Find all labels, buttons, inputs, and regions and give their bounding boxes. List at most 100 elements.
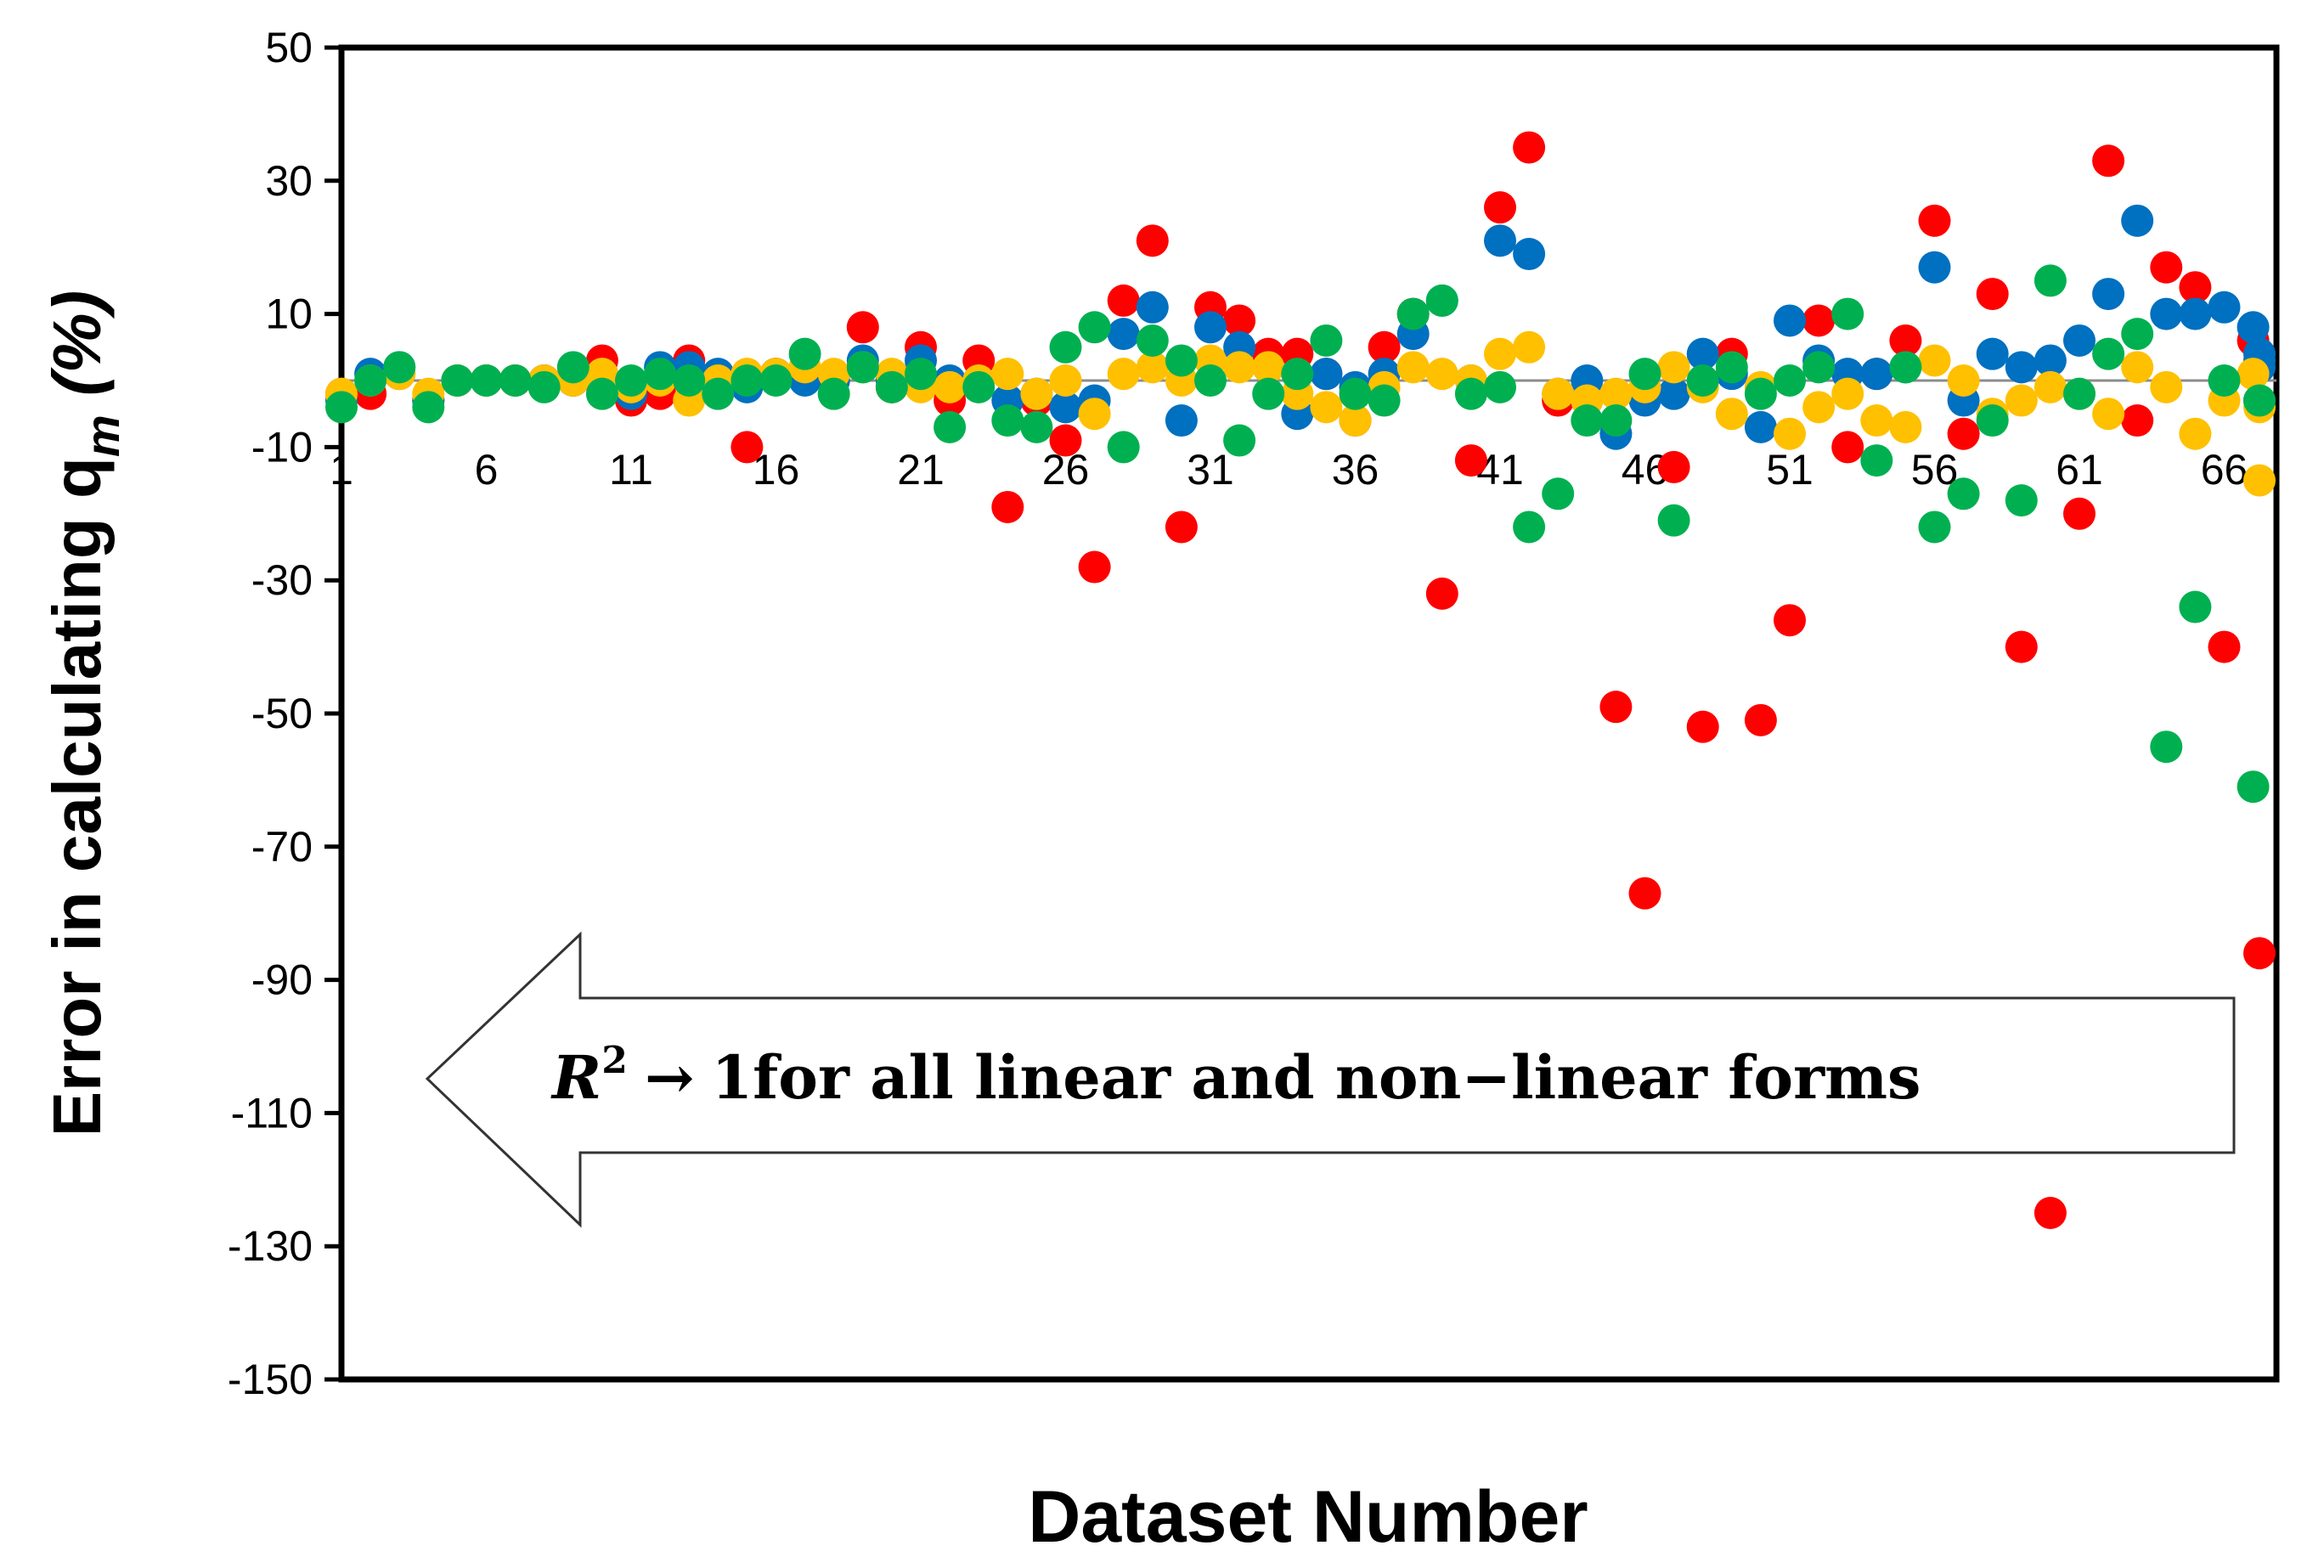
data-point-series-4: [1571, 404, 1604, 437]
data-point-series-4: [1020, 410, 1053, 443]
data-point-series-2: [1686, 337, 1719, 370]
data-point-series-2: [1976, 337, 2009, 370]
data-point-series-1: [1918, 204, 1951, 237]
plot-frame: [338, 44, 2280, 1383]
y-tick-label: -150: [228, 1356, 313, 1403]
x-tick-label: 1: [330, 446, 353, 494]
data-point-series-1: [1368, 330, 1401, 364]
data-point-series-4: [905, 358, 937, 391]
data-point-series-1: [1686, 710, 1719, 743]
data-point-series-3: [1339, 404, 1372, 437]
data-point-series-4: [1947, 477, 1980, 510]
data-point-series-3: [1078, 398, 1111, 431]
y-tick-label: 50: [265, 24, 313, 71]
data-point-series-3: [2005, 384, 2038, 417]
data-point-series-4: [1918, 510, 1951, 544]
data-point-series-4: [759, 364, 793, 397]
data-point-series-2: [1918, 251, 1951, 284]
y-tick-label: -50: [251, 690, 313, 737]
data-point-series-3: [1223, 351, 1256, 384]
data-point-series-3: [1020, 377, 1053, 410]
data-point-series-4: [1860, 444, 1893, 477]
data-point-series-4: [1513, 510, 1546, 544]
left-arrow-icon: [425, 931, 2236, 1228]
x-axis-label: Dataset Number: [1028, 1476, 1588, 1558]
x-tick-label: 11: [609, 446, 653, 494]
data-point-series-4: [962, 370, 996, 403]
data-point-series-4: [412, 391, 445, 424]
data-point-series-2: [1774, 304, 1806, 337]
data-point-series-4: [1281, 358, 1314, 391]
data-point-series-4: [1628, 358, 1661, 391]
data-point-series-4: [846, 351, 879, 384]
data-points: [325, 131, 2276, 1229]
data-point-series-4: [788, 337, 821, 370]
data-point-series-4: [1310, 324, 1343, 357]
data-point-series-1: [1976, 278, 2009, 311]
data-point-series-1: [2034, 1197, 2067, 1229]
data-point-series-2: [1310, 358, 1343, 391]
data-point-series-1: [2005, 630, 2038, 663]
data-point-series-4: [1542, 477, 1575, 510]
data-point-series-1: [1136, 224, 1169, 257]
x-tick-label: 6: [475, 446, 499, 494]
data-point-series-1: [1223, 304, 1256, 337]
data-point-series-1: [1628, 877, 1661, 910]
x-tick-label: 66: [2201, 446, 2248, 494]
data-point-series-2: [2237, 311, 2270, 344]
data-point-series-3: [1918, 344, 1951, 377]
x-tick-label: 21: [897, 446, 945, 494]
data-point-series-3: [2092, 398, 2125, 431]
data-point-series-3: [1802, 391, 1836, 424]
data-point-series-3: [1252, 351, 1285, 384]
data-point-series-4: [325, 391, 358, 424]
data-point-series-4: [1744, 377, 1777, 410]
data-point-series-4: [817, 377, 850, 410]
data-point-series-4: [2150, 730, 2183, 764]
data-point-series-1: [1484, 191, 1516, 224]
annotation-arrow-glyph: →: [645, 1042, 695, 1113]
y-axis-ticks: 50 30 10 -10 -30 -50 -70 -90 -110 -130 -150: [228, 24, 341, 1403]
data-point-series-3: [1947, 364, 1980, 397]
data-point-series-4: [1802, 351, 1836, 384]
data-point-series-4: [730, 364, 764, 397]
data-point-series-4: [1165, 344, 1198, 377]
data-point-series-4: [2243, 384, 2276, 417]
data-point-series-2: [2034, 344, 2067, 377]
data-point-series-1: [2208, 630, 2241, 663]
data-point-series-4: [2063, 377, 2096, 410]
y-tick-label: -90: [251, 956, 313, 1004]
data-point-series-1: [2092, 144, 2125, 178]
data-point-series-2: [1107, 318, 1140, 351]
data-point-series-1: [1107, 284, 1140, 317]
data-point-series-2: [2208, 290, 2241, 324]
data-point-series-4: [1599, 404, 1633, 437]
data-point-series-3: [1396, 351, 1430, 384]
annotation-r-symbol: R: [550, 1042, 601, 1113]
data-point-series-3: [2121, 351, 2154, 384]
y-tick-label: -30: [251, 556, 313, 604]
data-point-series-4: [1136, 324, 1169, 357]
data-point-series-3: [1310, 391, 1343, 424]
data-point-series-2: [2121, 204, 2154, 237]
annotation-body: 1for all linear and non−linear forms: [711, 1042, 1921, 1113]
data-point-series-4: [1049, 330, 1082, 364]
data-point-series-4: [615, 364, 647, 397]
data-point-series-1: [1513, 131, 1546, 164]
data-point-series-4: [1252, 377, 1285, 410]
data-point-series-1: [1774, 604, 1806, 637]
data-point-series-2: [1136, 290, 1169, 324]
data-point-series-1: [1165, 510, 1198, 544]
data-point-series-3: [2243, 464, 2276, 497]
data-point-series-4: [354, 364, 387, 397]
data-point-series-2: [2005, 351, 2038, 384]
data-point-series-1: [2243, 937, 2276, 970]
data-point-series-3: [2237, 358, 2270, 391]
data-point-series-4: [1339, 377, 1372, 410]
y-tick-label: -10: [251, 423, 313, 471]
data-point-series-2: [1194, 311, 1227, 344]
data-point-series-4: [1774, 364, 1806, 397]
data-point-series-4: [1396, 297, 1430, 330]
data-point-series-3: [1542, 377, 1575, 410]
y-axis-label-suffix: (%): [39, 290, 115, 415]
